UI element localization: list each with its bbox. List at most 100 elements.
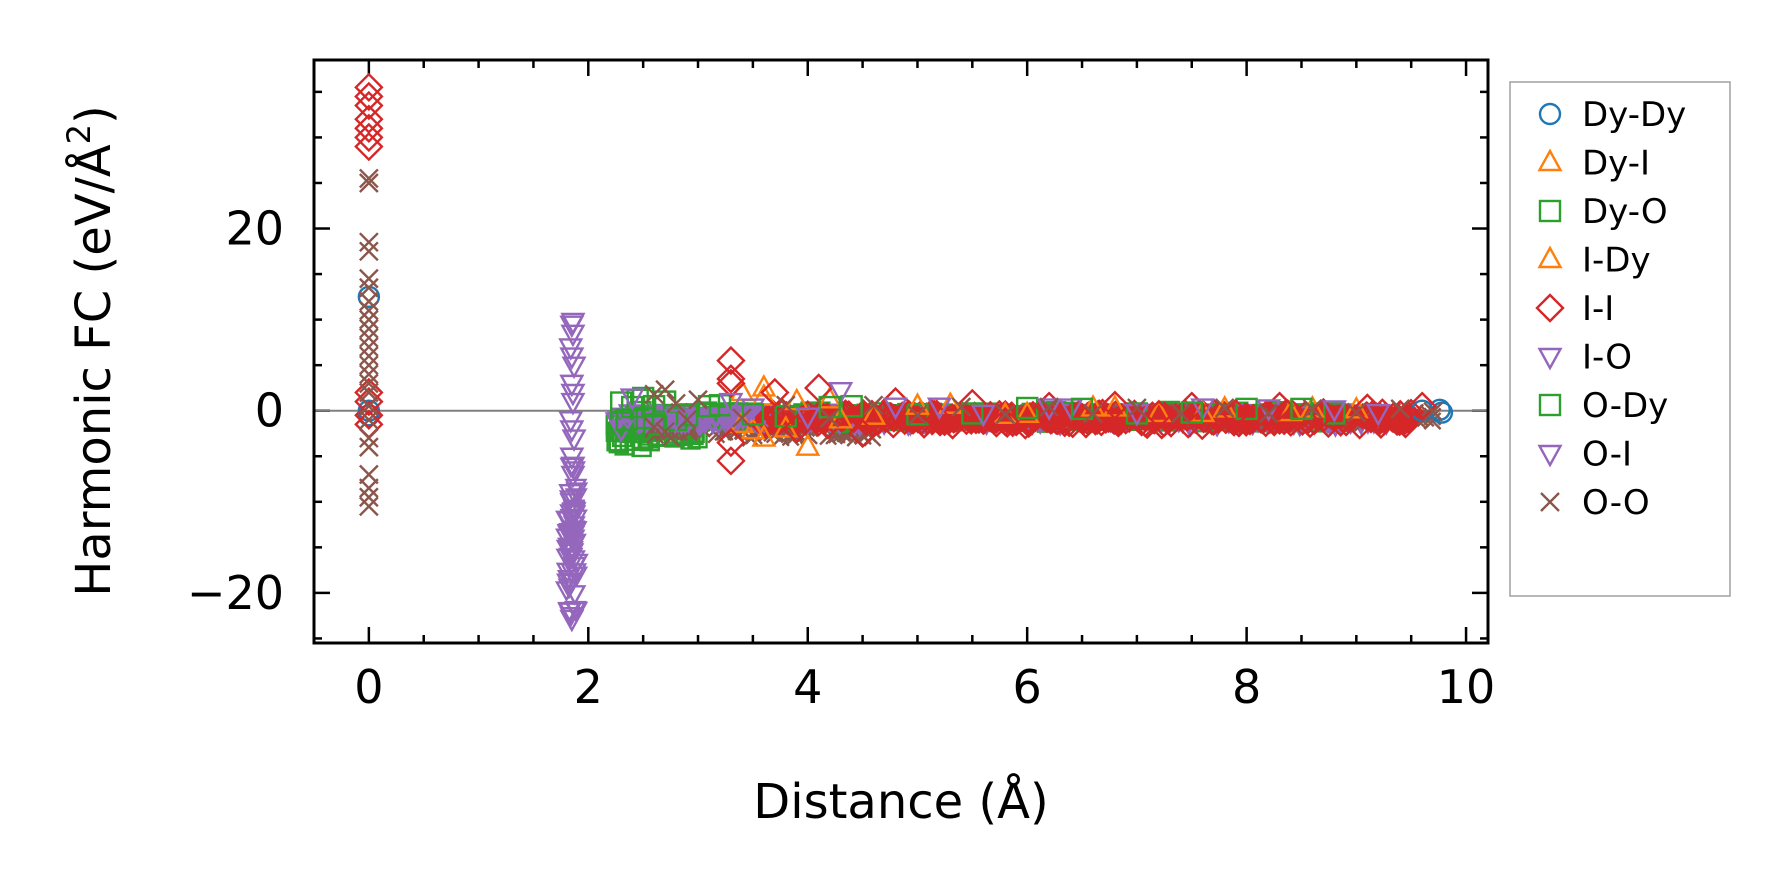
y-tick-labels: −20 0 20: [187, 202, 284, 620]
x-tick-label: 10: [1437, 660, 1496, 714]
data-point-o-o: [863, 395, 884, 416]
data-point-i-i: [1407, 391, 1437, 421]
x-axis-title: Distance (Å): [753, 773, 1048, 830]
data-point-o-i: [1036, 398, 1062, 422]
data-point-i-o: [560, 324, 586, 348]
x-tick-labels: 0 2 4 6 8 10: [354, 660, 1495, 714]
data-point-i-i: [1033, 406, 1061, 434]
data-point-o-o: [359, 496, 379, 517]
legend-label-dy-o: Dy-O: [1582, 192, 1668, 232]
data-point-o-o: [951, 397, 972, 417]
data-point-o-o: [907, 405, 928, 426]
tick-marks: [312, 60, 1488, 643]
data-point-o-i: [559, 420, 585, 443]
legend-label-dy-i: Dy-I: [1582, 144, 1650, 184]
legend-frame: [1509, 81, 1731, 597]
data-point-i-i: [1385, 399, 1415, 430]
data-point-i-i: [962, 407, 990, 435]
data-point-o-o: [677, 409, 697, 430]
legend-marker-i-dy: [1537, 245, 1563, 269]
data-point-dy-i: [795, 433, 821, 456]
data-point-o-o: [359, 373, 379, 394]
legend-marker-o-i: [1537, 444, 1563, 468]
data-point-i-o: [560, 392, 586, 416]
y-tick-label: 0: [255, 384, 284, 438]
data-point-o-o: [359, 241, 379, 262]
data-point-o-o: [359, 364, 379, 385]
x-tick-label: 8: [1232, 660, 1261, 714]
data-point-o-o: [359, 355, 379, 376]
data-point-o-i: [970, 404, 996, 428]
data-point-o-o: [644, 417, 664, 437]
legend-label-o-o: O-O: [1582, 483, 1650, 523]
data-point-dy-i: [861, 402, 887, 425]
data-point-dy-o: [840, 394, 863, 418]
data-point-i-i: [1144, 399, 1174, 430]
data-point-i-i: [716, 345, 746, 376]
data-point-i-i: [716, 446, 746, 476]
data-point-i-i: [354, 122, 384, 153]
data-point-o-o: [1127, 398, 1147, 418]
data-point-o-i: [560, 529, 586, 553]
x-tick-label: 0: [354, 660, 383, 714]
data-point-o-o: [1346, 402, 1367, 423]
data-point-o-o: [359, 173, 379, 193]
data-point-i-i: [354, 90, 384, 121]
data-point-o-i: [560, 383, 586, 407]
data-point-i-i: [1055, 410, 1083, 438]
data-point-dy-i: [740, 416, 766, 440]
data-point-o-o: [359, 346, 379, 366]
data-point-o-o: [359, 291, 379, 312]
data-point-i-i: [354, 131, 384, 162]
data-point-o-o: [655, 379, 675, 400]
data-point-o-o: [359, 428, 379, 448]
data-point-o-o: [359, 327, 379, 348]
y-axis-title-superscript: 2: [60, 124, 98, 144]
data-point-o-o: [655, 421, 675, 442]
data-point-dy-i: [1146, 399, 1172, 423]
data-point-i-o: [559, 609, 585, 633]
data-point-o-o: [359, 168, 379, 189]
data-point-o-o: [359, 309, 379, 330]
data-point-i-i: [888, 401, 916, 429]
legend-marker-i-o: [1537, 347, 1563, 371]
data-point-i-i: [760, 377, 790, 408]
y-tick-label: 20: [225, 202, 284, 256]
data-point-i-i: [880, 386, 911, 417]
data-point-o-o: [995, 404, 1016, 425]
data-point-o-i: [1365, 403, 1391, 427]
data-point-i-i: [829, 405, 857, 432]
data-point-i-o: [1321, 400, 1347, 423]
data-point-i-o: [565, 566, 589, 588]
data-point-o-i: [882, 397, 909, 421]
legend-marker-dy-dy: [1538, 102, 1562, 126]
data-point-o-o: [359, 300, 379, 321]
data-point-dy-i: [751, 424, 777, 447]
data-point-i-i: [1352, 393, 1383, 423]
data-point-i-i: [805, 409, 832, 437]
data-point-i-i: [783, 409, 810, 437]
data-point-o-o: [1083, 403, 1103, 424]
data-point-o-o: [359, 478, 379, 498]
data-point-o-i: [795, 407, 821, 431]
legend-label-dy-dy: Dy-Dy: [1582, 95, 1686, 135]
legend-marker-o-o: [1540, 492, 1560, 512]
data-point-o-o: [666, 393, 686, 414]
data-point-dy-o: [642, 413, 666, 436]
data-point-o-i: [559, 347, 585, 371]
data-point-o-dy: [741, 403, 765, 426]
data-point-i-i: [1100, 390, 1130, 420]
data-point-o-i: [558, 547, 584, 571]
data-point-i-o: [561, 502, 587, 525]
data-point-i-i: [716, 368, 746, 399]
x-tick-label: 2: [574, 660, 603, 714]
data-point-o-o: [1214, 398, 1235, 418]
plot-frame: [312, 58, 1490, 645]
y-axis-title: Harmonic FC (eV/Å2): [60, 105, 122, 597]
data-point-o-o: [359, 318, 379, 339]
data-point-i-i: [924, 405, 955, 435]
data-point-o-o: [359, 232, 379, 253]
data-point-i-o: [560, 465, 586, 489]
data-point-o-i: [663, 409, 689, 432]
data-point-o-o: [1039, 397, 1059, 417]
